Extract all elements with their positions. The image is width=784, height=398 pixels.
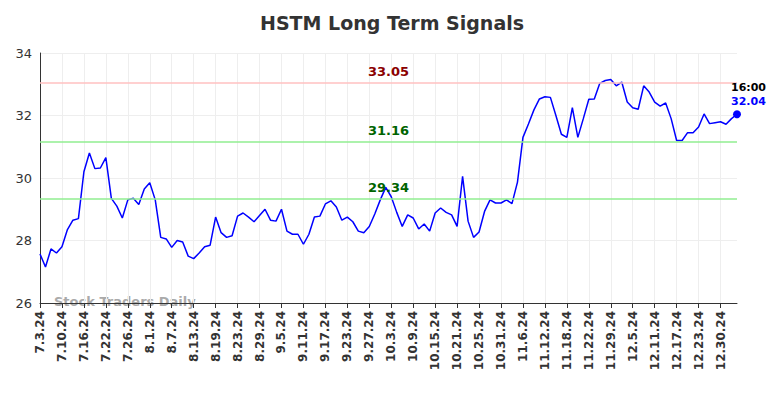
svg-text:10.3.24: 10.3.24 [384, 311, 398, 362]
svg-text:9.17.24: 9.17.24 [318, 311, 332, 362]
svg-text:9.5.24: 9.5.24 [274, 311, 288, 354]
svg-text:11.22.24: 11.22.24 [582, 311, 596, 370]
svg-text:9.27.24: 9.27.24 [362, 311, 376, 362]
svg-text:34: 34 [15, 46, 32, 61]
svg-text:12.30.24: 12.30.24 [714, 311, 728, 370]
svg-text:10.25.24: 10.25.24 [472, 311, 486, 370]
svg-text:12.5.24: 12.5.24 [626, 311, 640, 362]
svg-text:7.10.24: 7.10.24 [55, 311, 69, 362]
svg-text:11.18.24: 11.18.24 [560, 311, 574, 370]
svg-text:8.29.24: 8.29.24 [253, 311, 267, 362]
svg-text:10.15.24: 10.15.24 [428, 311, 442, 370]
svg-text:33.05: 33.05 [368, 64, 409, 79]
svg-text:10.9.24: 10.9.24 [406, 311, 420, 362]
svg-text:11.6.24: 11.6.24 [516, 311, 530, 362]
svg-text:8.19.24: 8.19.24 [209, 311, 223, 362]
svg-text:10.21.24: 10.21.24 [450, 311, 464, 370]
svg-text:8.7.24: 8.7.24 [165, 311, 179, 354]
svg-text:8.1.24: 8.1.24 [143, 311, 157, 354]
svg-text:10.31.24: 10.31.24 [494, 311, 508, 370]
svg-text:12.11.24: 12.11.24 [648, 311, 662, 370]
svg-text:28: 28 [15, 233, 32, 248]
svg-text:12.23.24: 12.23.24 [692, 311, 706, 370]
svg-text:16:00: 16:00 [731, 81, 766, 94]
svg-text:HSTM Long Term Signals: HSTM Long Term Signals [260, 12, 524, 34]
svg-text:8.23.24: 8.23.24 [231, 311, 245, 362]
svg-text:11.29.24: 11.29.24 [604, 311, 618, 370]
svg-text:7.26.24: 7.26.24 [121, 311, 135, 362]
svg-text:Stock Traders Daily: Stock Traders Daily [54, 294, 196, 309]
svg-text:9.11.24: 9.11.24 [296, 311, 310, 362]
svg-text:26: 26 [15, 296, 32, 311]
svg-text:8.13.24: 8.13.24 [187, 311, 201, 362]
svg-text:11.12.24: 11.12.24 [538, 311, 552, 370]
svg-text:7.22.24: 7.22.24 [99, 311, 113, 362]
svg-text:29.34: 29.34 [368, 180, 409, 195]
svg-text:31.16: 31.16 [368, 123, 409, 138]
svg-text:12.17.24: 12.17.24 [670, 311, 684, 370]
svg-text:30: 30 [15, 171, 32, 186]
svg-text:32: 32 [15, 108, 32, 123]
svg-text:7.3.24: 7.3.24 [33, 311, 47, 354]
svg-text:32.04: 32.04 [731, 95, 766, 108]
svg-text:9.23.24: 9.23.24 [340, 311, 354, 362]
svg-text:7.16.24: 7.16.24 [77, 311, 91, 362]
